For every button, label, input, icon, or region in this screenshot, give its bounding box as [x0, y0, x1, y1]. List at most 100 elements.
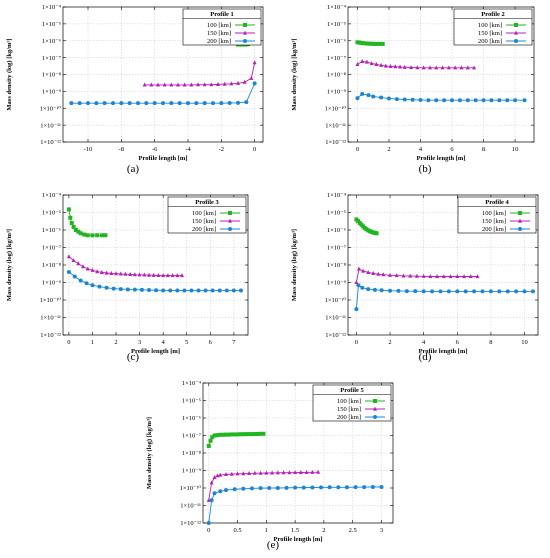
data-point [109, 271, 114, 276]
y-tick-label: 1×10⁻⁶ [42, 227, 61, 234]
x-tick-label: 4 [419, 146, 423, 153]
data-point [142, 82, 147, 87]
data-point [232, 487, 237, 492]
data-point [530, 289, 535, 294]
y-tick-label: 1×10⁻⁷ [327, 245, 346, 252]
legend-swatch-marker [228, 211, 232, 215]
series-1 [66, 207, 108, 238]
data-point [377, 41, 382, 46]
y-tick-label: 1×10⁻⁷ [327, 55, 346, 62]
data-point [210, 435, 215, 440]
data-point [142, 272, 147, 277]
data-point [189, 82, 194, 87]
data-point [95, 233, 100, 238]
data-point [505, 289, 510, 294]
legend-label: 100 [km] [192, 210, 216, 217]
legend-label: 150 [km] [337, 406, 361, 413]
data-point [118, 287, 123, 292]
plot-frame [62, 194, 249, 336]
data-point [169, 101, 174, 106]
y-tick-label: 1×10⁻¹¹ [325, 315, 346, 322]
data-point [137, 272, 142, 277]
data-point [497, 98, 502, 103]
data-point [78, 278, 83, 283]
data-point [360, 41, 365, 46]
data-point [396, 288, 401, 293]
y-tick-label: 1×10⁻⁸ [182, 450, 202, 457]
data-point [170, 273, 175, 278]
data-point [394, 97, 399, 102]
data-point [152, 101, 157, 106]
y-tick-label: 1×10⁻⁶ [327, 38, 346, 45]
data-point [368, 41, 373, 46]
data-point [95, 269, 100, 274]
series-2 [142, 60, 257, 87]
data-point [90, 267, 95, 272]
data-point [360, 285, 365, 290]
y-tick-label: 1×10⁻⁷ [42, 55, 61, 62]
legend-box [182, 8, 262, 46]
data-point [144, 101, 149, 106]
chart-a: 1×10⁻¹² 1×10⁻¹¹ 1×10⁻¹⁰ 1×10⁻⁹ 1×10⁻⁸ 1×10⁻⁷ 1… [6, 4, 264, 175]
data-point [249, 486, 254, 491]
legend-swatch-marker [373, 406, 377, 411]
data-point [229, 471, 234, 476]
y-tick-label: 1×10⁻⁴ [182, 380, 202, 387]
y-axis-label: Mass density (log) [kg/m³] [6, 229, 13, 301]
legend: Profile 3 100 [km]150 [km]200 [km] [167, 196, 247, 234]
data-point [379, 288, 384, 293]
data-point [298, 470, 303, 475]
data-point [241, 432, 246, 437]
y-tick-label: 1×10⁻⁷ [42, 245, 61, 252]
legend-swatch-marker [373, 415, 377, 419]
data-point [202, 101, 207, 106]
y-tick-label: 1×10⁻¹² [40, 139, 61, 146]
data-point [215, 433, 220, 438]
data-point [336, 485, 341, 490]
series-3 [355, 91, 527, 103]
plot-frame [202, 382, 394, 524]
data-point [355, 61, 360, 66]
data-point [252, 81, 257, 86]
y-tick-label: 1×10⁻⁸ [42, 72, 62, 79]
y-axis-label: Mass density (log) [kg/m³] [291, 38, 298, 110]
data-point [258, 431, 263, 436]
data-point [505, 98, 510, 103]
legend: Profile 4 100 [km]150 [km]200 [km] [457, 196, 537, 234]
y-tick-label: 1×10⁻⁴ [42, 192, 62, 199]
data-point [81, 264, 86, 269]
data-point [404, 289, 409, 294]
y-tick-label: 1×10⁻¹² [40, 332, 61, 339]
x-tick-label: -8 [119, 146, 124, 153]
y-axis-label: Mass density (log) [kg/m³] [291, 229, 298, 301]
data-point [370, 41, 375, 46]
data-point [489, 98, 494, 103]
y-tick-label: 1×10⁻¹¹ [40, 315, 61, 322]
series-3 [206, 484, 384, 525]
data-point [212, 491, 217, 496]
data-point [463, 289, 468, 294]
legend-swatch-marker [518, 218, 522, 223]
y-tick-label: 1×10⁻⁵ [182, 398, 201, 405]
data-point [465, 65, 470, 70]
data-point [386, 96, 391, 101]
data-point [209, 480, 214, 485]
plot-frame [347, 194, 539, 336]
data-point [418, 97, 423, 102]
data-point [421, 65, 426, 70]
data-point [238, 432, 243, 437]
data-point [398, 64, 403, 69]
series-2 [66, 254, 185, 278]
data-point [209, 498, 214, 503]
data-point [71, 258, 76, 263]
data-point [402, 97, 407, 102]
y-tick-label: 1×10⁻⁷ [182, 433, 201, 440]
y-tick-label: 1×10⁻⁹ [182, 468, 202, 475]
x-tick-label: 8 [489, 339, 492, 346]
y-tick-label: 1×10⁻⁵ [42, 210, 61, 217]
y-tick-label: 1×10⁻⁸ [327, 262, 347, 269]
data-point [360, 91, 365, 96]
data-point [388, 288, 393, 293]
data-point [242, 79, 247, 84]
data-point [435, 274, 440, 279]
